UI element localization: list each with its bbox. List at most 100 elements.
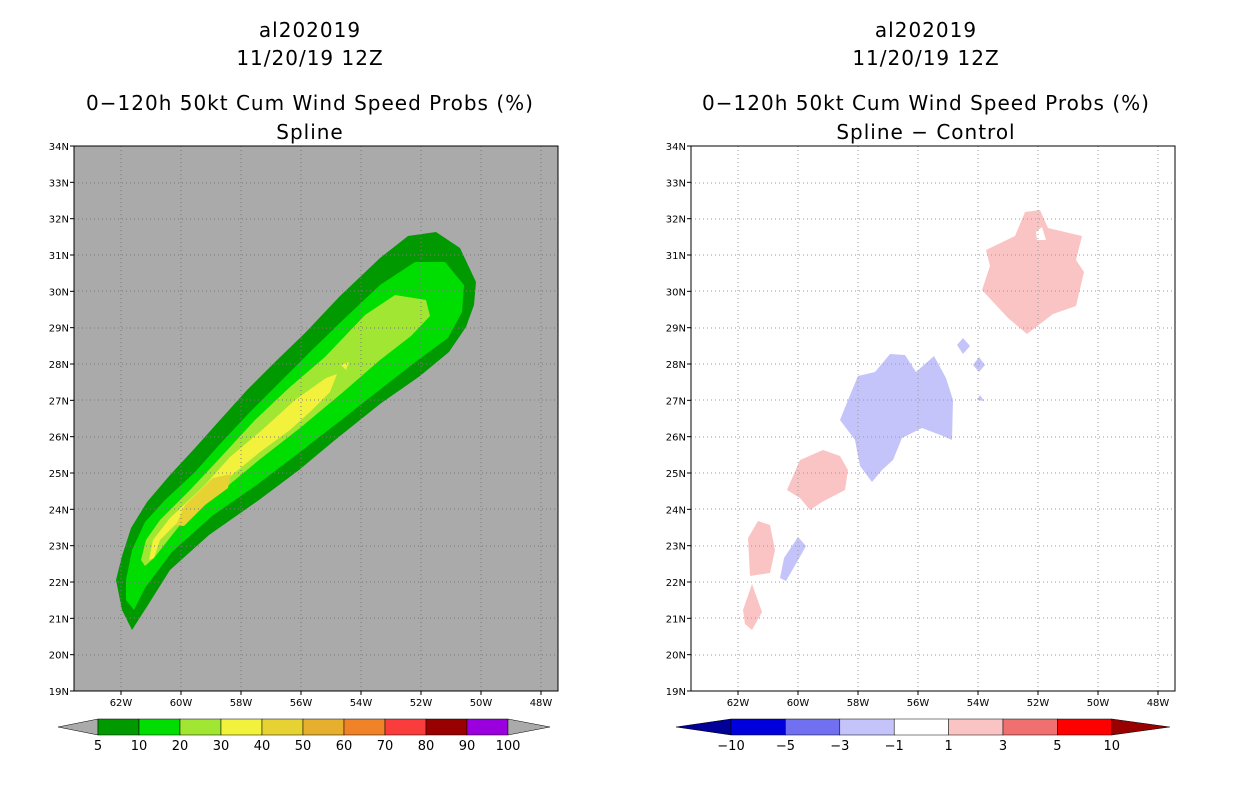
right-lat-label: 26N: [666, 433, 686, 444]
right-lat-label: 30N: [666, 287, 686, 298]
left-colorbar-swatch: [425, 718, 468, 736]
left-lat-label: 19N: [49, 687, 69, 698]
right-lat-label: 29N: [666, 324, 686, 335]
right-lat-ticks: 34N 33N 32N 31N 30N 29N 28N 27N 26N 25N 24N 23N 22N 2…: [666, 142, 691, 698]
right-colorbar-swatch: [839, 718, 895, 736]
left-colorbar-swatch: [466, 718, 509, 736]
left-colorbar-low-arrow: [57, 718, 99, 736]
left-lat-label: 31N: [49, 251, 69, 262]
right-colorbar-label: −5: [776, 739, 795, 754]
right-method-title: Spline − Control: [836, 120, 1016, 144]
left-lon-label: 52W: [410, 698, 433, 709]
left-colorbar-label: 70: [377, 739, 394, 754]
left-colorbar-high-arrow: [507, 718, 551, 736]
right-lon-label: 48W: [1147, 698, 1170, 709]
right-lon-label: 60W: [787, 698, 810, 709]
left-map-frame: [73, 145, 559, 692]
left-colorbar-label: 20: [172, 739, 189, 754]
right-colorbar-label: 1: [944, 739, 952, 754]
left-gridlines: [74, 146, 558, 691]
right-map: 34N 33N 32N 31N 30N 29N 28N 27N 26N 25N 24N 23N 22N 2…: [666, 142, 1176, 709]
prob-contour-30-islet: [341, 362, 349, 370]
right-colorbar-label: 10: [1104, 739, 1121, 754]
left-lat-label: 33N: [49, 178, 69, 189]
left-colorbar-swatch: [343, 718, 386, 736]
left-colorbar: 5 10 20 30 40 50 60 70 80 90 100: [57, 718, 551, 754]
right-lat-label: 19N: [666, 687, 686, 698]
right-colorbar: −10 −5 −3 −1 1 3 5 10: [675, 718, 1170, 754]
left-lat-label: 29N: [49, 324, 69, 335]
right-datetime: 11/20/19 12Z: [852, 46, 1000, 70]
left-colorbar-swatch: [220, 718, 263, 736]
left-method-title: Spline: [276, 120, 344, 144]
left-lon-label: 48W: [530, 698, 553, 709]
left-colorbar-label: 100: [496, 739, 521, 754]
right-lat-label: 33N: [666, 178, 686, 189]
right-lat-label: 23N: [666, 542, 686, 553]
diff-negative-center: [840, 354, 953, 482]
right-lat-label: 34N: [666, 142, 686, 153]
left-lat-label: 34N: [49, 142, 69, 153]
left-lat-label: 26N: [49, 433, 69, 444]
right-map-frame: [690, 145, 1176, 692]
left-lon-label: 62W: [110, 698, 133, 709]
right-lat-label: 27N: [666, 396, 686, 407]
right-colorbar-low-arrow: [675, 718, 732, 736]
right-colorbar-high-arrow: [1111, 718, 1170, 736]
left-colorbar-swatch: [261, 718, 304, 736]
left-colorbar-swatch: [138, 718, 181, 736]
left-colorbar-swatch: [302, 718, 345, 736]
left-map: 34N 33N 32N 31N 30N 29N 28N 27N 26N 25N 24N 23N 22N 2…: [49, 142, 559, 709]
right-colorbar-label: 5: [1053, 739, 1061, 754]
right-lat-label: 20N: [666, 651, 686, 662]
left-lat-label: 32N: [49, 215, 69, 226]
left-product-title: 0−120h 50kt Cum Wind Speed Probs (%): [86, 91, 534, 115]
right-lon-label: 54W: [967, 698, 990, 709]
left-colorbar-label: 10: [131, 739, 148, 754]
right-storm-id: al202019: [874, 18, 978, 42]
left-lon-label: 54W: [350, 698, 373, 709]
right-lat-label: 25N: [666, 469, 686, 480]
right-lon-ticks: 62W 60W 58W 56W 54W 52W 50W 48W: [727, 691, 1170, 709]
left-colorbar-label: 80: [418, 739, 435, 754]
left-storm-id: al202019: [258, 18, 362, 42]
left-lat-label: 30N: [49, 287, 69, 298]
right-lon-label: 52W: [1027, 698, 1050, 709]
left-lat-label: 24N: [49, 505, 69, 516]
left-lat-label: 27N: [49, 396, 69, 407]
right-colorbar-swatch: [730, 718, 786, 736]
right-colorbar-swatch: [1002, 718, 1058, 736]
left-lat-label: 22N: [49, 578, 69, 589]
right-colorbar-label: −1: [885, 739, 904, 754]
right-lat-label: 22N: [666, 578, 686, 589]
left-lon-ticks: 62W 60W 58W 56W 54W 52W 50W 48W: [110, 691, 553, 709]
right-lat-label: 31N: [666, 251, 686, 262]
right-lat-label: 21N: [666, 614, 686, 625]
diff-negative-sw: [780, 537, 806, 581]
right-colorbar-label: −3: [830, 739, 849, 754]
left-colorbar-swatch: [179, 718, 222, 736]
right-colorbar-swatch: [785, 718, 841, 736]
left-lon-label: 58W: [230, 698, 253, 709]
right-lon-label: 58W: [847, 698, 870, 709]
diff-positive-ne: [982, 210, 1084, 334]
left-lon-label: 60W: [170, 698, 193, 709]
left-colorbar-label: 90: [459, 739, 476, 754]
left-colorbar-label: 60: [336, 739, 353, 754]
right-lat-label: 24N: [666, 505, 686, 516]
right-colorbar-label: 3: [999, 739, 1007, 754]
right-lat-label: 28N: [666, 360, 686, 371]
right-lon-label: 56W: [907, 698, 930, 709]
right-gridlines: [691, 146, 1175, 691]
right-colorbar-swatch: [893, 718, 949, 736]
left-colorbar-label: 5: [94, 739, 102, 754]
left-colorbar-label: 50: [295, 739, 312, 754]
right-product-title: 0−120h 50kt Cum Wind Speed Probs (%): [702, 91, 1150, 115]
left-lon-label: 50W: [470, 698, 493, 709]
left-lat-label: 28N: [49, 360, 69, 371]
prob-contour-30: [149, 374, 337, 560]
right-colorbar-label: −10: [717, 739, 744, 754]
diff-negative-speck-1: [957, 338, 970, 354]
left-colorbar-swatch: [97, 718, 140, 736]
left-colorbar-label: 30: [213, 739, 230, 754]
